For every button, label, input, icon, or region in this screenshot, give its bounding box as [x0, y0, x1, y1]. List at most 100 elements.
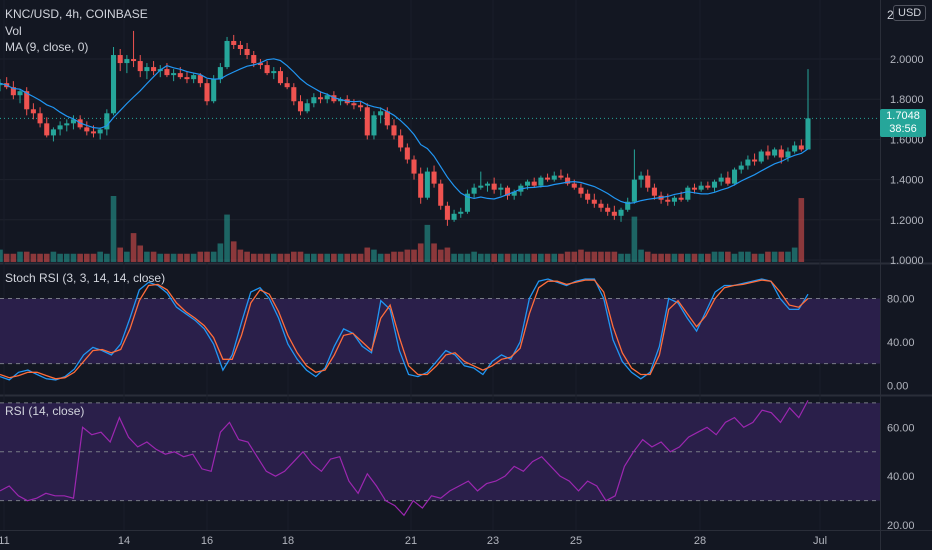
currency-badge[interactable]: USD [893, 5, 927, 21]
volume-bar [384, 253, 391, 262]
volume-bar [250, 253, 257, 262]
time-tick-label: 23 [487, 535, 499, 547]
volume-bar [77, 253, 83, 262]
volume-bar [130, 233, 137, 262]
stoch-rsi-legend: Stoch RSI (3, 3, 14, 14, close) [5, 271, 166, 285]
candle-body [651, 187, 657, 196]
volume-bar [604, 251, 611, 262]
candle-body [217, 67, 223, 80]
volume-bar [798, 198, 805, 262]
volume-bar [477, 253, 484, 262]
candle-body [418, 173, 424, 198]
volume-bar [117, 247, 124, 262]
volume-bar [598, 251, 604, 262]
volume-bar [758, 253, 765, 262]
volume-bar [137, 245, 144, 262]
volume-bar [678, 253, 684, 262]
volume-bar [157, 253, 164, 262]
volume-bar [404, 249, 411, 262]
volume-bar [17, 251, 23, 262]
volume-bar [23, 251, 30, 262]
candle-body [745, 159, 751, 166]
candle-body [70, 119, 76, 124]
candle-body [772, 149, 778, 156]
candle-body [725, 177, 731, 184]
volume-bar [284, 253, 290, 262]
candle-body [758, 151, 764, 162]
volume-bar [424, 224, 431, 262]
candle-body [97, 129, 103, 134]
candle-body [191, 75, 197, 80]
price-tick-label: 2.0000 [890, 54, 924, 66]
candle-body [364, 107, 370, 136]
volume-bar [491, 253, 497, 262]
candle-body [317, 97, 324, 100]
volume-bar [277, 253, 284, 262]
candle-body [311, 97, 317, 104]
volume-bar [551, 253, 558, 262]
volume-bar [578, 249, 584, 262]
candle-body [124, 59, 130, 64]
candle-body [551, 175, 557, 180]
volume-bar [190, 253, 197, 262]
volume-bar [337, 253, 344, 262]
candle-body [565, 177, 571, 184]
candle-body [384, 111, 390, 126]
candle-body [84, 127, 90, 132]
candle-body [117, 55, 123, 64]
candle-body [732, 169, 738, 184]
volume-bar [217, 243, 224, 262]
candle-body [558, 175, 564, 178]
candle-body [57, 125, 63, 130]
candle-body [611, 211, 617, 216]
volume-bar [10, 253, 17, 262]
volume-bar [778, 251, 785, 262]
stoch-d-line [0, 279, 809, 380]
stoch-band [0, 298, 880, 364]
volume-bar [304, 253, 310, 262]
volume-bar [531, 253, 538, 262]
candle-body [184, 77, 190, 80]
volume-bar [624, 253, 631, 262]
volume-bar [518, 253, 524, 262]
volume-bar [431, 243, 437, 262]
volume-bar [63, 253, 70, 262]
volume-bar [50, 251, 57, 262]
candle-body [244, 49, 250, 56]
volume-bar [197, 251, 204, 262]
candle-body [398, 135, 404, 148]
volume-bar [144, 251, 150, 262]
volume-bar [464, 253, 471, 262]
candle-body [431, 171, 437, 184]
candle-body [504, 187, 511, 196]
candle-body [778, 149, 784, 158]
volume-bar [164, 253, 170, 262]
volume-bar [711, 251, 718, 262]
candle-body [685, 187, 691, 200]
candle-body [378, 111, 384, 116]
price-tick-label: 1.0000 [890, 255, 924, 267]
candle-body [137, 61, 143, 72]
candle-body [752, 159, 758, 162]
candle-body [718, 177, 724, 182]
candle-body [144, 67, 150, 72]
time-tick-label: 16 [201, 535, 213, 547]
volume-bar [90, 253, 97, 262]
volume-bar [691, 253, 698, 262]
volume-bar [611, 251, 618, 262]
volume-bar [3, 253, 10, 262]
candle-body [411, 159, 417, 174]
candle-body [17, 91, 23, 96]
volume-bar [544, 253, 551, 262]
volume-bar [210, 251, 217, 262]
candle-body [271, 71, 277, 74]
volume-bar [264, 253, 270, 262]
candle-body [197, 75, 203, 84]
volume-bar [124, 251, 130, 262]
candle-body [251, 55, 257, 64]
candle-body [324, 95, 330, 100]
candle-body [705, 185, 711, 188]
volume-bar [84, 253, 90, 262]
candle-body [511, 191, 517, 196]
